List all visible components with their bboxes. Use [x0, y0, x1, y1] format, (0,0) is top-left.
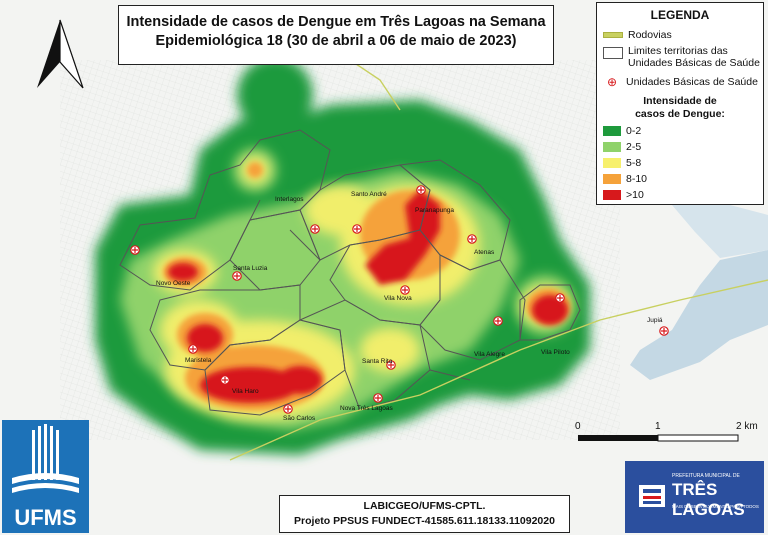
label-santa-luzia: Santa Luzia — [233, 265, 268, 272]
footer-credits: LABICGEO/UFMS-CPTL. Projeto PPSUS FUNDEC… — [279, 495, 570, 533]
title-line-2: Epidemiológica 18 (30 de abril a 06 de m… — [155, 33, 517, 49]
river — [630, 250, 768, 380]
prefeitura-slogan: MAIS DESENVOLVIMENTO PARA TODOS — [672, 504, 759, 509]
legend-class-2: 5-8 — [603, 157, 641, 169]
prefeitura-top-text: PREFEITURA MUNICIPAL DE — [672, 473, 740, 479]
label-sao-carlos: São Carlos — [283, 415, 316, 422]
ubs-icon: ⊕ — [606, 75, 618, 89]
label-paranapunga: Paranapunga — [415, 207, 454, 214]
scale-label-0: 0 — [575, 421, 581, 432]
ufms-emblem-icon — [12, 424, 79, 493]
neighborhood-labels: Interlagos Santo André Paranapunga Atena… — [156, 191, 663, 422]
label-vila-alegre: Vila Alegre — [474, 351, 505, 358]
legend-limits: Limites territorias das Unidades Básicas … — [603, 45, 760, 69]
legend: LEGENDA Rodovias Limites territorias das… — [596, 2, 764, 205]
label-maristela: Maristela — [185, 357, 212, 364]
title-line-1: Intensidade de casos de Dengue em Três L… — [126, 14, 546, 30]
map-title: Intensidade de casos de Dengue em Três L… — [118, 5, 554, 65]
legend-intensity-title: Intensidade de casos de Dengue: — [635, 95, 725, 120]
legend-ubs: ⊕ Unidades Básicas de Saúde — [603, 75, 758, 89]
label-nova-tres-lagoas: Nova Três Lagoas — [340, 405, 394, 412]
label-vila-piloto: Vila Piloto — [541, 349, 570, 356]
city-emblem-icon — [639, 485, 665, 507]
ubs-markers — [130, 185, 669, 414]
legend-class-3: 8-10 — [603, 173, 647, 185]
prefeitura-name: TRÊS LAGOAS — [672, 480, 745, 519]
legend-title: LEGENDA — [650, 8, 710, 22]
label-vila-haro: Vila Haro — [232, 388, 259, 395]
road-swatch — [603, 32, 623, 38]
label-vila-nova: Vila Nova — [384, 295, 412, 302]
scale-bar — [578, 434, 739, 442]
legend-roads: Rodovias — [603, 29, 672, 41]
footer-line-2: Projeto PPSUS FUNDECT-41585.611.18133.11… — [294, 515, 555, 527]
scale-label-1: 1 — [655, 421, 661, 432]
ufms-logo: UFMS — [2, 420, 89, 533]
legend-class-0: 0-2 — [603, 125, 641, 137]
prefeitura-logo: PREFEITURA MUNICIPAL DE TRÊS LAGOAS MAIS… — [625, 461, 764, 533]
label-jupia: Jupiá — [647, 317, 663, 324]
scale-label-2: 2 km — [736, 421, 758, 432]
label-interlagos: Interlagos — [275, 196, 304, 203]
label-novo-oeste: Novo Oeste — [156, 280, 191, 287]
legend-class-4: >10 — [603, 189, 644, 201]
label-atenas: Atenas — [474, 249, 495, 256]
limit-swatch — [603, 47, 623, 59]
heat-layer — [95, 57, 590, 455]
label-santa-rita: Santa Rita — [362, 358, 393, 365]
legend-class-1: 2-5 — [603, 141, 641, 153]
ubs-territory-limits — [119, 129, 581, 416]
north-arrow-icon — [37, 19, 84, 89]
label-santo-andre: Santo André — [351, 191, 387, 198]
ufms-wordmark: UFMS — [14, 505, 77, 530]
footer-line-1: LABICGEO/UFMS-CPTL. — [363, 500, 486, 512]
